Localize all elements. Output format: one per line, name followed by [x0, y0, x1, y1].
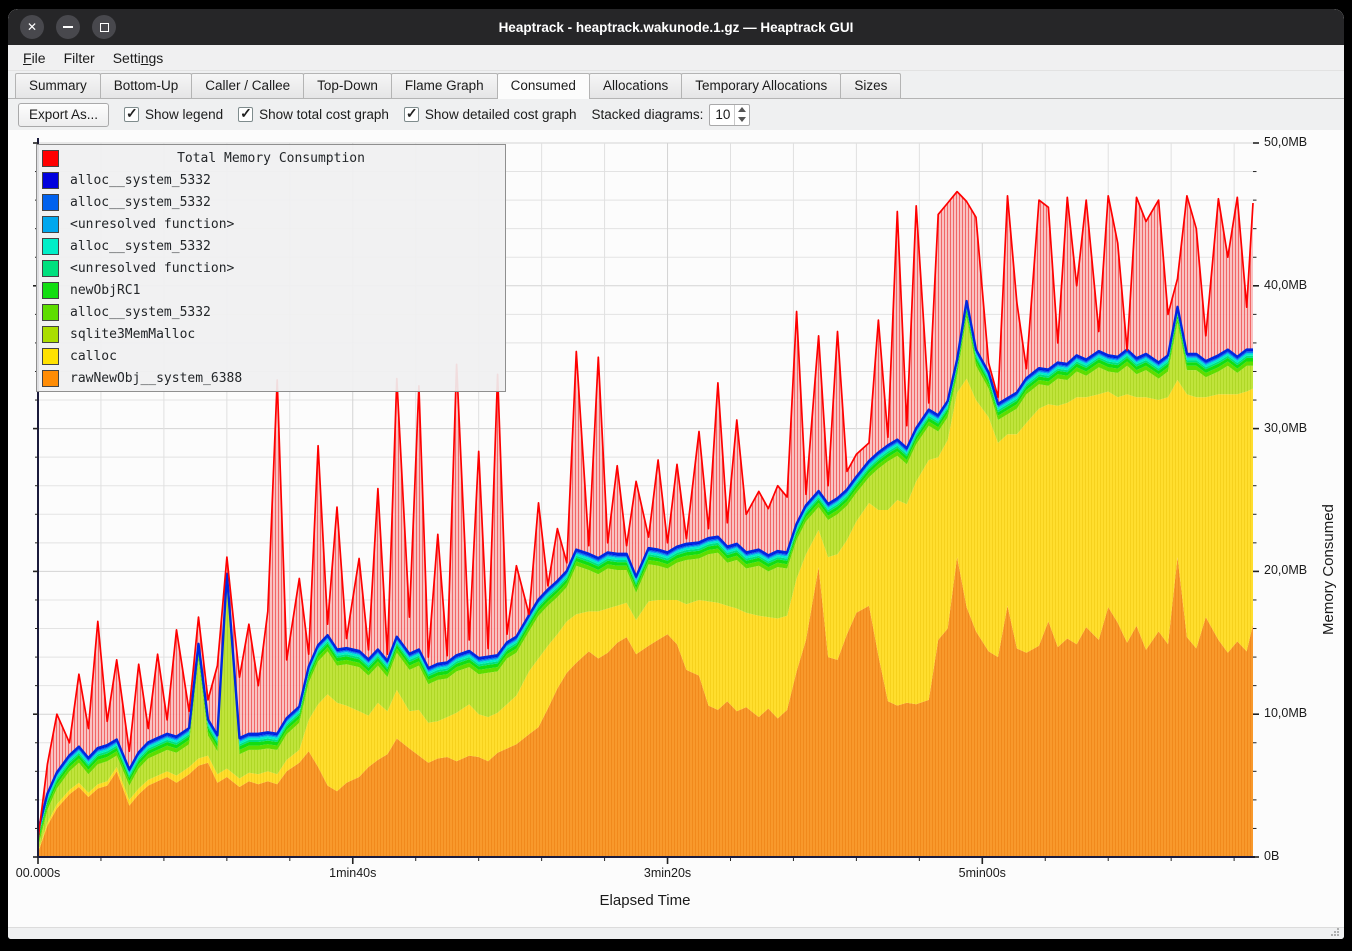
tab-bottom-up[interactable]: Bottom-Up — [99, 73, 193, 98]
legend-row: <unresolved function> — [37, 257, 505, 279]
legend-swatch — [42, 281, 59, 299]
chart-canvas[interactable] — [8, 130, 1344, 927]
legend-row: rawNewObj__system_6388 — [37, 367, 505, 389]
legend-swatch — [42, 215, 59, 233]
y-axis-title: Memory Consumed — [1320, 504, 1337, 636]
legend-row-total: Total Memory Consumption — [37, 147, 505, 169]
maximize-icon[interactable] — [92, 15, 116, 39]
legend-label: alloc__system_5332 — [70, 238, 211, 254]
legend-label: newObjRC1 — [70, 282, 141, 298]
menu-bar: File Filter Settings — [8, 45, 1344, 71]
y-tick-label: 30,0MB — [1264, 420, 1308, 435]
window-controls: ✕ — [20, 15, 116, 39]
memory-chart[interactable]: Total Memory Consumption alloc__system_53… — [8, 130, 1344, 927]
menu-settings[interactable]: Settings — [112, 49, 164, 66]
legend-swatch — [42, 347, 59, 365]
window-title: Heaptrack - heaptrack.wakunode.1.gz — He… — [498, 19, 854, 35]
x-tick-label: 00.000s — [15, 866, 61, 880]
legend-row: sqlite3MemMalloc — [37, 323, 505, 345]
checkbox-box[interactable]: ✓ — [238, 105, 254, 122]
tab-summary[interactable]: Summary — [15, 73, 101, 98]
legend-swatch — [42, 237, 59, 255]
tab-consumed[interactable]: Consumed — [496, 73, 590, 99]
y-tick-label: 20,0MB — [1264, 563, 1308, 578]
y-tick-label: 50,0MB — [1264, 135, 1308, 149]
x-tick-label: 1min40s — [329, 866, 377, 880]
menu-filter[interactable]: Filter — [63, 49, 95, 66]
legend-swatch — [42, 369, 59, 387]
legend-swatch — [42, 149, 59, 167]
export-as-button[interactable]: Export As... — [18, 102, 110, 127]
tab-top-down[interactable]: Top-Down — [303, 73, 392, 98]
tab-temporary-allocations[interactable]: Temporary Allocations — [681, 73, 842, 98]
stacked-diagrams-value[interactable]: 10 — [715, 106, 731, 122]
heaptrack-window: ✕ Heaptrack - heaptrack.wakunode.1.gz — … — [8, 9, 1344, 939]
checkbox-label: Show detailed cost graph — [424, 107, 577, 122]
close-icon[interactable]: ✕ — [20, 15, 44, 39]
menu-file[interactable]: File — [23, 49, 46, 66]
legend-row: alloc__system_5332 — [37, 235, 505, 257]
checkbox-label: Show total cost graph — [259, 107, 389, 122]
legend-label: alloc__system_5332 — [70, 304, 211, 320]
status-bar — [8, 927, 1344, 939]
chart-toolbar: Export As... ✓ Show legend ✓ Show total cos… — [8, 99, 1344, 130]
x-tick-label: 3min20s — [643, 866, 692, 880]
title-bar[interactable]: ✕ Heaptrack - heaptrack.wakunode.1.gz — … — [8, 9, 1344, 45]
legend-label: <unresolved function> — [70, 260, 235, 276]
legend-swatch — [42, 193, 59, 211]
legend-label: alloc__system_5332 — [70, 194, 211, 210]
legend-swatch — [42, 303, 59, 321]
checkbox-show-detailed-cost-graph[interactable]: ✓ Show detailed cost graph — [403, 105, 577, 122]
legend-swatch — [42, 171, 59, 189]
stacked-diagrams-label: Stacked diagrams: — [591, 107, 704, 122]
checkbox-show-legend[interactable]: ✓ Show legend — [124, 105, 224, 122]
tab-sizes[interactable]: Sizes — [840, 73, 902, 98]
legend-label: <unresolved function> — [70, 216, 235, 232]
y-tick-label: 10,0MB — [1264, 706, 1308, 721]
legend-label: sqlite3MemMalloc — [70, 326, 196, 342]
legend-swatch — [42, 325, 59, 343]
tab-flame-graph[interactable]: Flame Graph — [390, 73, 498, 98]
legend-row: alloc__system_5332 — [37, 191, 505, 213]
y-tick-label: 40,0MB — [1264, 277, 1308, 292]
x-axis-title: Elapsed Time — [599, 892, 691, 909]
stepper-arrows — [734, 104, 749, 125]
x-tick-label: 5min00s — [958, 866, 1006, 880]
checkbox-box[interactable]: ✓ — [403, 105, 419, 122]
legend-row: alloc__system_5332 — [37, 301, 505, 323]
tab-bar: Summary Bottom-Up Caller / Callee Top-Down F… — [8, 71, 1344, 99]
legend-row: newObjRC1 — [37, 279, 505, 301]
tab-caller-callee[interactable]: Caller / Callee — [191, 73, 305, 98]
legend-label: alloc__system_5332 — [70, 172, 211, 188]
resize-grip-icon[interactable] — [1330, 927, 1340, 937]
stepper-down-icon[interactable] — [735, 115, 749, 125]
legend-row: alloc__system_5332 — [37, 169, 505, 191]
checkbox-label: Show legend — [145, 107, 224, 122]
stacked-diagrams-stepper[interactable]: 10 — [709, 103, 751, 126]
checkbox-show-total-cost-graph[interactable]: ✓ Show total cost graph — [238, 105, 389, 122]
checkbox-box[interactable]: ✓ — [124, 105, 140, 122]
stepper-up-icon[interactable] — [735, 105, 749, 115]
legend-title: Total Memory Consumption — [177, 150, 365, 166]
minimize-icon[interactable] — [56, 15, 80, 39]
legend-row: <unresolved function> — [37, 213, 505, 235]
legend-label: calloc — [70, 348, 117, 364]
tab-allocations[interactable]: Allocations — [588, 73, 683, 98]
legend-swatch — [42, 259, 59, 277]
legend-label: rawNewObj__system_6388 — [70, 370, 243, 386]
legend-row: calloc — [37, 345, 505, 367]
chart-legend: Total Memory Consumption alloc__system_53… — [36, 144, 506, 392]
y-tick-label: 0B — [1264, 849, 1280, 863]
